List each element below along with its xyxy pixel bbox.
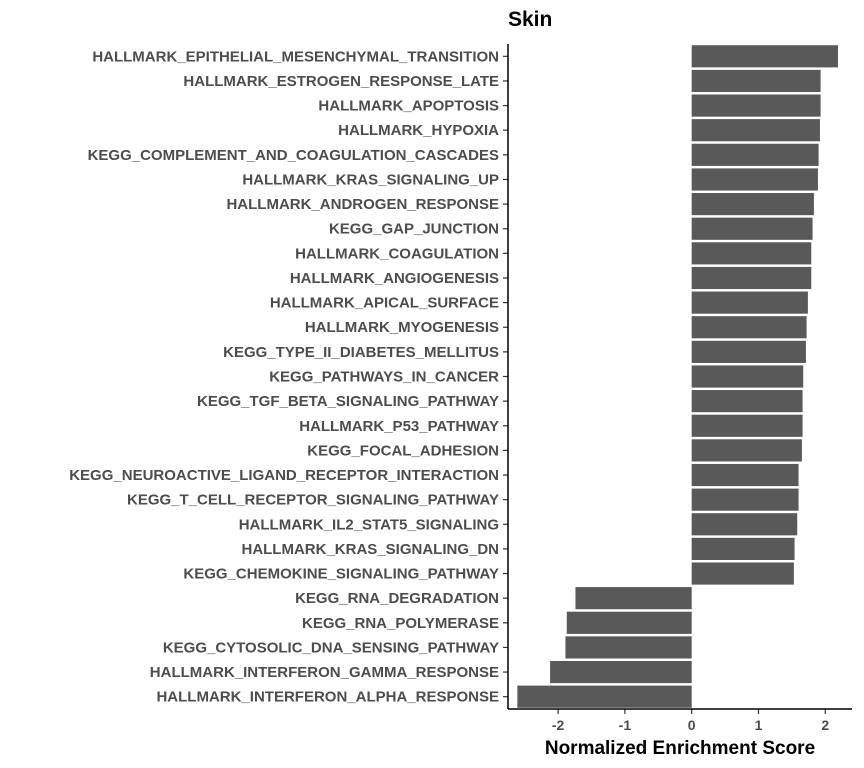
category-label: KEGG_RNA_POLYMERASE: [302, 615, 499, 632]
bar: [575, 587, 692, 610]
category-label: HALLMARK_MYOGENESIS: [305, 319, 499, 336]
category-label: KEGG_FOCAL_ADHESION: [307, 442, 499, 459]
x-tick-label: 0: [688, 717, 696, 733]
category-label: KEGG_T_CELL_RECEPTOR_SIGNALING_PATHWAY: [127, 492, 499, 509]
bars-group: [517, 45, 838, 708]
chart-title: Skin: [508, 8, 552, 31]
x-tick-label: -2: [552, 717, 565, 733]
x-axis-ticks: -2 -1 0 1 2: [552, 709, 829, 733]
bar: [566, 611, 692, 634]
bar: [691, 69, 821, 93]
category-label: KEGG_TGF_BETA_SIGNALING_PATHWAY: [197, 393, 499, 410]
bar: [691, 316, 807, 339]
bar: [691, 45, 838, 68]
category-label: HALLMARK_ANDROGEN_RESPONSE: [226, 196, 499, 213]
category-label: KEGG_CHEMOKINE_SIGNALING_PATHWAY: [183, 566, 499, 583]
bar: [691, 365, 804, 388]
category-label: HALLMARK_EPITHELIAL_MESENCHYMAL_TRANSITI…: [92, 48, 499, 65]
category-label: HALLMARK_INTERFERON_GAMMA_RESPONSE: [150, 664, 499, 681]
category-label: HALLMARK_COAGULATION: [295, 245, 499, 262]
category-label: HALLMARK_IL2_STAT5_SIGNALING: [239, 516, 499, 533]
bar: [691, 119, 820, 142]
bar: [691, 562, 794, 585]
category-label: HALLMARK_APOPTOSIS: [318, 98, 499, 115]
category-label: KEGG_NEUROACTIVE_LIGAND_RECEPTOR_INTERAC…: [69, 467, 499, 484]
bar: [691, 414, 803, 437]
bar: [691, 266, 812, 290]
category-label: HALLMARK_HYPOXIA: [338, 122, 499, 139]
bar: [691, 217, 813, 240]
bar: [691, 439, 802, 462]
bar: [565, 636, 692, 659]
bar: [691, 291, 808, 314]
category-label: HALLMARK_INTERFERON_ALPHA_RESPONSE: [156, 689, 499, 706]
bar: [691, 340, 806, 363]
category-label: KEGG_COMPLEMENT_AND_COAGULATION_CASCADES: [88, 147, 499, 164]
category-label: KEGG_GAP_JUNCTION: [329, 221, 499, 238]
x-axis-title: Normalized Enrichment Score: [545, 738, 815, 759]
bar: [691, 463, 799, 487]
bar: [517, 685, 692, 708]
bar: [691, 143, 819, 166]
category-label: HALLMARK_ESTROGEN_RESPONSE_LATE: [183, 73, 499, 90]
category-label: HALLMARK_P53_PATHWAY: [299, 418, 499, 435]
x-tick-label: 2: [821, 717, 829, 733]
bar: [550, 660, 692, 684]
bar: [691, 242, 812, 265]
category-label: KEGG_PATHWAYS_IN_CANCER: [269, 369, 499, 386]
category-label: HALLMARK_ANGIOGENESIS: [290, 270, 499, 287]
bar: [691, 488, 799, 511]
category-label: HALLMARK_KRAS_SIGNALING_UP: [242, 171, 499, 188]
bar: [691, 513, 798, 536]
bar: [691, 94, 821, 117]
y-axis-ticks: HALLMARK_EPITHELIAL_MESENCHYMAL_TRANSITI…: [69, 48, 508, 706]
bar: [691, 168, 818, 191]
category-label: HALLMARK_APICAL_SURFACE: [270, 295, 499, 312]
category-label: HALLMARK_KRAS_SIGNALING_DN: [241, 541, 499, 558]
category-label: KEGG_RNA_DEGRADATION: [295, 590, 499, 607]
category-label: KEGG_CYTOSOLIC_DNA_SENSING_PATHWAY: [163, 639, 499, 656]
bar: [691, 390, 803, 413]
bar: [691, 537, 795, 560]
category-label: KEGG_TYPE_II_DIABETES_MELLITUS: [223, 344, 499, 361]
x-tick-label: 1: [755, 717, 763, 733]
x-tick-label: -1: [619, 717, 632, 733]
bar: [691, 193, 814, 216]
